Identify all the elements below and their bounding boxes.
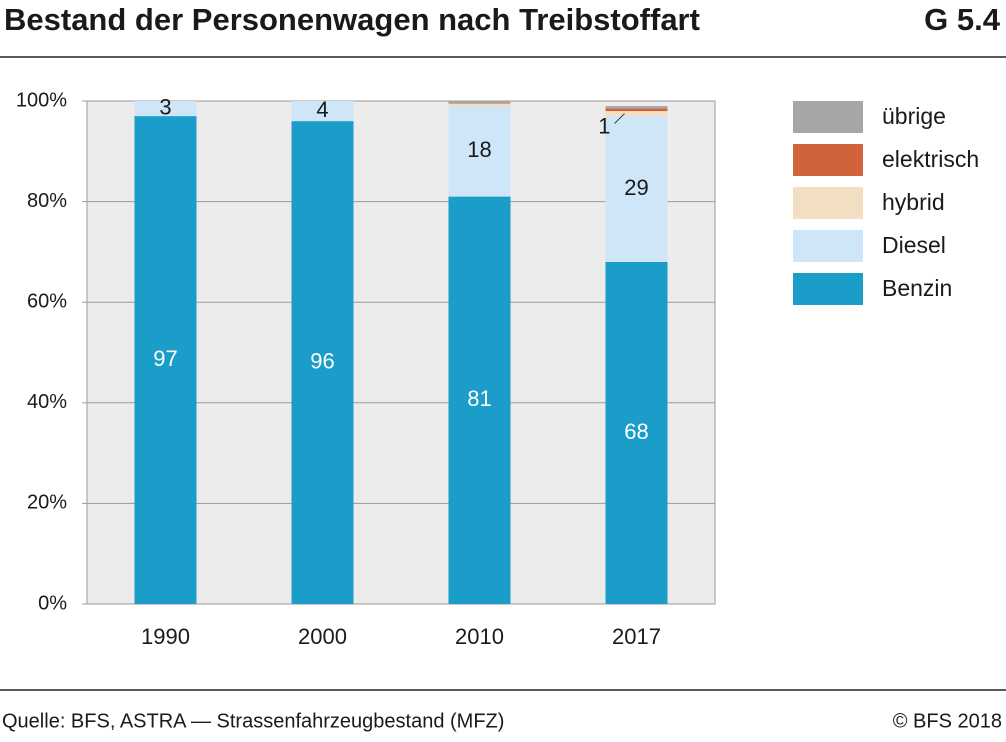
x-tick-label: 2000	[298, 624, 347, 649]
figure-number: G 5.4	[924, 2, 1001, 37]
legend-label: Diesel	[882, 232, 946, 258]
bar-segment	[448, 103, 511, 104]
x-tick-label: 2017	[612, 624, 661, 649]
legend-label: elektrisch	[882, 146, 979, 172]
source: Quelle: BFS, ASTRA — Strassenfahrzeugbes…	[2, 710, 504, 732]
legend-swatch	[793, 187, 863, 219]
bar-segment	[605, 106, 668, 109]
chart-title: Bestand der Personenwagen nach Treibstof…	[4, 2, 700, 37]
bar-segment	[448, 103, 511, 107]
leader-line	[614, 113, 625, 124]
value-label: 29	[624, 175, 648, 200]
legend-swatch	[793, 230, 863, 262]
y-tick-label: 40%	[27, 391, 67, 413]
y-tick-label: 20%	[27, 492, 67, 514]
value-label: 68	[624, 419, 648, 444]
bar-segment	[291, 121, 354, 605]
bar-segment	[605, 261, 668, 604]
legend-swatch	[793, 144, 863, 176]
bar-segment	[448, 106, 511, 197]
legend-swatch	[793, 273, 863, 305]
bar-segment	[605, 108, 668, 112]
legend-swatch	[793, 101, 863, 133]
value-label: 18	[467, 137, 491, 162]
bar-segment	[134, 116, 197, 604]
bar-segment	[134, 101, 197, 117]
bar-segment	[291, 101, 354, 122]
legend-label: Benzin	[882, 275, 952, 301]
bar-segment	[448, 101, 511, 104]
legend-label: hybrid	[882, 189, 945, 215]
y-tick-label: 100%	[16, 89, 67, 111]
value-label: 1	[598, 113, 610, 138]
x-tick-label: 1990	[141, 624, 190, 649]
value-label: 96	[310, 348, 334, 373]
y-tick-label: 0%	[38, 592, 67, 614]
legend-label: übrige	[882, 103, 946, 129]
y-tick-label: 60%	[27, 290, 67, 312]
bar-segment	[605, 111, 668, 117]
bar-segment	[448, 196, 511, 604]
bar-segment	[605, 116, 668, 262]
value-label: 3	[159, 94, 171, 119]
x-tick-label: 2010	[455, 624, 504, 649]
value-label: 97	[153, 346, 177, 371]
value-label: 4	[316, 97, 328, 122]
y-tick-label: 80%	[27, 190, 67, 212]
value-label: 81	[467, 386, 491, 411]
copyright: © BFS 2018	[893, 710, 1002, 732]
